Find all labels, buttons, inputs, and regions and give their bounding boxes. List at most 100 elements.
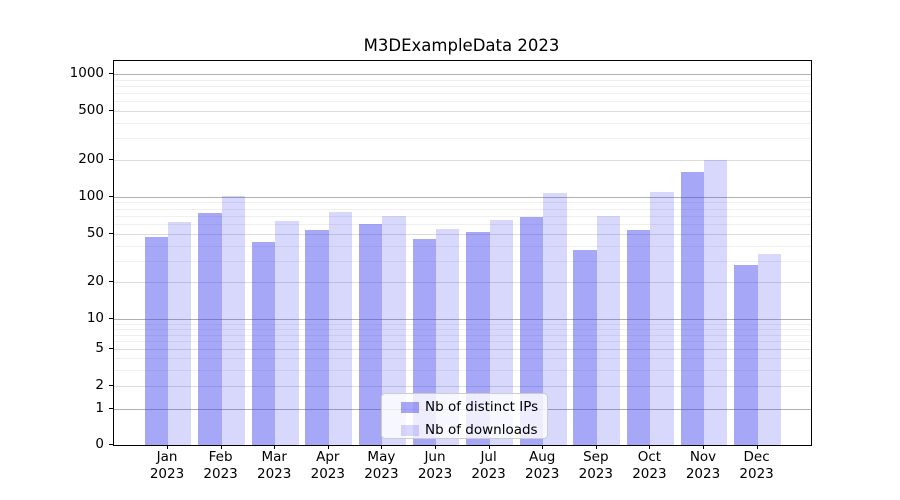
bar-downloads-may-2023 xyxy=(382,215,406,445)
x-tick-mark-may-2023 xyxy=(381,445,383,449)
legend-item-distinct-ips: Nb of distinct IPs xyxy=(382,397,547,417)
gridline-700 xyxy=(114,93,811,94)
y-tick-label-20: 20 xyxy=(86,273,104,290)
gridline-200 xyxy=(114,159,811,161)
y-tick-label-0: 0 xyxy=(95,436,104,452)
bar-downloads-feb-2023 xyxy=(221,195,245,445)
y-tick-label-1: 1 xyxy=(95,400,104,416)
bar-distinct-ips-may-2023 xyxy=(359,223,383,445)
bar-downloads-jun-2023 xyxy=(436,228,460,445)
y-tick-mark-0 xyxy=(109,444,113,445)
bar-distinct-ips-feb-2023 xyxy=(198,212,222,445)
y-tick-mark-10 xyxy=(109,318,113,320)
bar-distinct-ips-apr-2023 xyxy=(305,229,329,445)
gridline-20 xyxy=(114,282,811,284)
x-tick-mark-apr-2023 xyxy=(327,445,329,449)
x-tick-label-nov-2023: Nov 2023 xyxy=(685,449,721,482)
x-tick-mark-mar-2023 xyxy=(274,445,276,449)
gridline-3 xyxy=(114,369,811,371)
x-tick-label-feb-2023: Feb 2023 xyxy=(203,449,238,482)
bar-distinct-ips-jan-2023 xyxy=(144,236,168,445)
gridline-90 xyxy=(114,202,811,204)
gridline-30 xyxy=(114,260,811,262)
y-tick-mark-1 xyxy=(109,408,113,409)
y-tick-mark-5 xyxy=(109,348,113,349)
gridline-800 xyxy=(114,85,811,87)
bar-downloads-aug-2023 xyxy=(543,193,567,445)
y-tick-mark-2 xyxy=(109,385,113,386)
x-tick-label-jun-2023: Jun 2023 xyxy=(417,449,453,482)
gridline-600 xyxy=(114,101,811,103)
y-tick-label-50: 50 xyxy=(86,224,104,241)
x-tick-mark-feb-2023 xyxy=(220,445,222,449)
x-tick-mark-jan-2023 xyxy=(167,445,168,449)
y-tick-label-5: 5 xyxy=(95,340,104,356)
legend-swatch-distinct-ips xyxy=(401,401,419,413)
gridline-4 xyxy=(114,358,811,359)
bar-distinct-ips-mar-2023 xyxy=(251,241,276,445)
gridline-80 xyxy=(114,208,811,210)
gridline-6 xyxy=(114,341,811,343)
chart-title: M3DExampleData 2023 xyxy=(363,36,560,55)
y-tick-label-500: 500 xyxy=(78,101,104,118)
x-tick-label-may-2023: May 2023 xyxy=(364,449,399,482)
x-tick-mark-sep-2023 xyxy=(595,445,597,449)
x-tick-label-mar-2023: Mar 2023 xyxy=(257,449,292,482)
legend: Nb of distinct IPs Nb of downloads xyxy=(381,393,548,439)
plot-area xyxy=(113,60,812,446)
x-tick-mark-jul-2023 xyxy=(488,445,490,449)
gridline-300 xyxy=(114,138,811,140)
gridline-10 xyxy=(114,319,811,321)
gridline-70 xyxy=(114,215,811,217)
bar-distinct-ips-aug-2023 xyxy=(519,217,544,445)
legend-item-downloads: Nb of downloads xyxy=(382,420,547,440)
bar-downloads-oct-2023 xyxy=(650,191,674,445)
x-tick-mark-jun-2023 xyxy=(435,445,436,449)
x-tick-mark-dec-2023 xyxy=(756,445,758,449)
gridline-500 xyxy=(114,110,811,112)
bar-distinct-ips-nov-2023 xyxy=(680,171,704,445)
y-tick-mark-100 xyxy=(109,195,113,197)
bar-downloads-nov-2023 xyxy=(704,159,728,445)
y-tick-label-100: 100 xyxy=(78,187,104,204)
y-tick-mark-20 xyxy=(109,281,113,283)
bar-downloads-dec-2023 xyxy=(757,254,781,445)
y-tick-mark-500 xyxy=(109,109,113,111)
bar-distinct-ips-sep-2023 xyxy=(573,249,597,445)
legend-swatch-downloads xyxy=(401,424,419,436)
x-tick-label-oct-2023: Oct 2023 xyxy=(632,449,667,482)
x-tick-label-jan-2023: Jan 2023 xyxy=(149,449,185,482)
gridline-5 xyxy=(114,349,811,350)
x-tick-mark-aug-2023 xyxy=(542,445,544,449)
y-tick-label-1000: 1000 xyxy=(69,65,104,81)
y-tick-label-200: 200 xyxy=(78,150,104,167)
gridline-40 xyxy=(114,245,811,247)
x-tick-label-dec-2023: Dec 2023 xyxy=(739,449,774,482)
y-tick-mark-1000 xyxy=(109,73,113,74)
gridline-1000 xyxy=(114,74,811,75)
legend-label-distinct-ips: Nb of distinct IPs xyxy=(425,399,539,415)
y-tick-label-2: 2 xyxy=(95,377,104,393)
y-tick-label-10: 10 xyxy=(86,310,104,327)
gridline-100 xyxy=(114,196,811,198)
gridline-8 xyxy=(114,328,811,330)
gridline-900 xyxy=(114,79,811,81)
y-tick-mark-50 xyxy=(109,232,113,234)
gridline-400 xyxy=(114,122,811,124)
x-tick-label-aug-2023: Aug 2023 xyxy=(525,449,560,482)
bar-downloads-jul-2023 xyxy=(489,219,513,445)
y-tick-mark-200 xyxy=(109,158,113,160)
bar-distinct-ips-jul-2023 xyxy=(466,231,490,445)
gridline-9 xyxy=(114,323,811,325)
x-tick-mark-nov-2023 xyxy=(703,445,704,449)
gridline-2 xyxy=(114,386,811,387)
bar-distinct-ips-oct-2023 xyxy=(627,229,651,445)
bar-downloads-mar-2023 xyxy=(275,221,299,445)
x-tick-label-sep-2023: Sep 2023 xyxy=(578,449,613,482)
x-tick-label-apr-2023: Apr 2023 xyxy=(310,449,345,482)
bar-downloads-jan-2023 xyxy=(168,222,192,445)
legend-label-downloads: Nb of downloads xyxy=(425,422,538,438)
gridline-7 xyxy=(114,334,811,336)
bar-downloads-apr-2023 xyxy=(328,212,353,445)
